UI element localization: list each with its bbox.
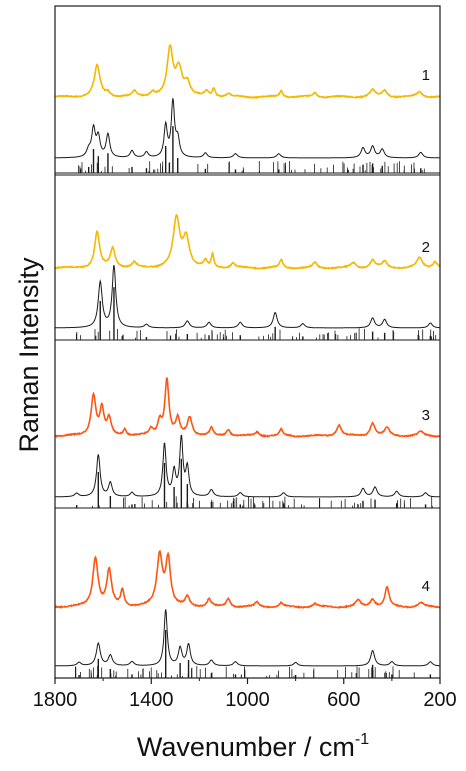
experimental-spectrum-2 — [54, 214, 441, 271]
x-tick-label-1400: 1400 — [129, 689, 174, 711]
stick-spectrum-2 — [55, 287, 440, 341]
experimental-spectrum-3 — [54, 377, 441, 439]
calculated-spectrum-1 — [55, 98, 440, 159]
panels-layer: 1 2 3 4 — [54, 43, 441, 679]
experimental-spectrum-4 — [54, 549, 441, 610]
stick-spectrum-1 — [55, 126, 440, 174]
x-tick-label-1000: 1000 — [225, 689, 270, 711]
calculated-spectrum-2 — [55, 265, 441, 329]
x-tick-label-600: 600 — [327, 689, 360, 711]
x-axis-title-text: Wavenumber / cm — [137, 732, 355, 762]
panel-label-4: 4 — [422, 578, 430, 595]
panel-4: 4 — [54, 549, 441, 679]
panel-3: 3 — [54, 377, 441, 509]
x-axis-title: Wavenumber / cm-1 — [137, 731, 369, 762]
calculated-spectrum-3 — [55, 434, 440, 498]
calculated-spectrum-4 — [55, 609, 440, 667]
y-axis-title: Raman Intensity — [14, 257, 44, 453]
x-axis-title-superscript: -1 — [355, 731, 369, 748]
panel-label-2: 2 — [422, 239, 430, 256]
experimental-spectrum-1 — [54, 43, 441, 100]
panel-1: 1 — [54, 43, 441, 174]
plot-frame — [54, 5, 441, 679]
stick-spectrum-4 — [55, 630, 440, 679]
x-tick-label-200: 200 — [423, 689, 456, 711]
axes-layer: 1800 1400 1000 600 200 — [33, 5, 457, 711]
x-tick-label-1800: 1800 — [33, 689, 78, 711]
panel-label-3: 3 — [422, 407, 430, 424]
stick-spectrum-3 — [55, 458, 440, 509]
panel-label-1: 1 — [422, 67, 430, 84]
panel-2: 2 — [54, 214, 441, 341]
